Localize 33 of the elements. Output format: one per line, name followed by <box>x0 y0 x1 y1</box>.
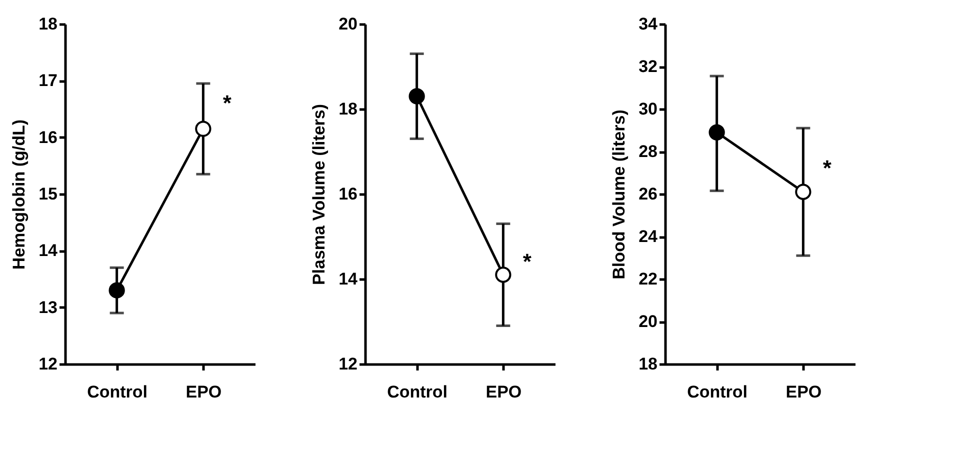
y-tick-label: 24 <box>638 227 658 246</box>
y-tick-label: 22 <box>638 270 658 288</box>
y-tick-label: 20 <box>338 14 358 34</box>
y-tick-label: 32 <box>638 57 658 76</box>
y-tick-label: 13 <box>38 298 58 317</box>
x-tick-label: Control <box>87 382 148 402</box>
y-tick-label: 17 <box>38 71 58 90</box>
y-tick-label: 18 <box>338 100 358 118</box>
y-axis-title: Blood Volume (liters) <box>610 110 629 280</box>
annotation: * <box>522 249 532 274</box>
y-tick-label: 26 <box>638 184 658 204</box>
y-tick-label: 28 <box>638 142 658 161</box>
x-tick-label: EPO <box>186 382 222 402</box>
y-tick-label: 18 <box>638 354 658 374</box>
y-tick-label: 20 <box>638 312 658 331</box>
y-tick-label: 16 <box>38 128 58 147</box>
y-tick-label: 12 <box>38 354 58 374</box>
x-tick-label: Control <box>687 382 748 402</box>
y-axis-title: Hemoglobin (g/dL) <box>10 119 29 270</box>
y-tick-label: 15 <box>38 184 58 204</box>
y-tick-label: 14 <box>338 270 358 288</box>
x-tick-label: Control <box>387 382 448 402</box>
annotation: * <box>222 90 232 116</box>
y-tick-label: 34 <box>638 14 658 34</box>
y-tick-label: 30 <box>638 100 658 118</box>
y-axis-title: Plasma Volume (liters) <box>310 104 329 286</box>
y-tick-label: 12 <box>338 354 358 374</box>
y-tick-label: 18 <box>38 14 58 34</box>
x-tick-label: EPO <box>786 382 822 402</box>
annotation: * <box>822 156 832 180</box>
y-tick-label: 14 <box>38 241 58 260</box>
y-tick-label: 16 <box>338 184 358 204</box>
x-tick-label: EPO <box>486 382 522 402</box>
